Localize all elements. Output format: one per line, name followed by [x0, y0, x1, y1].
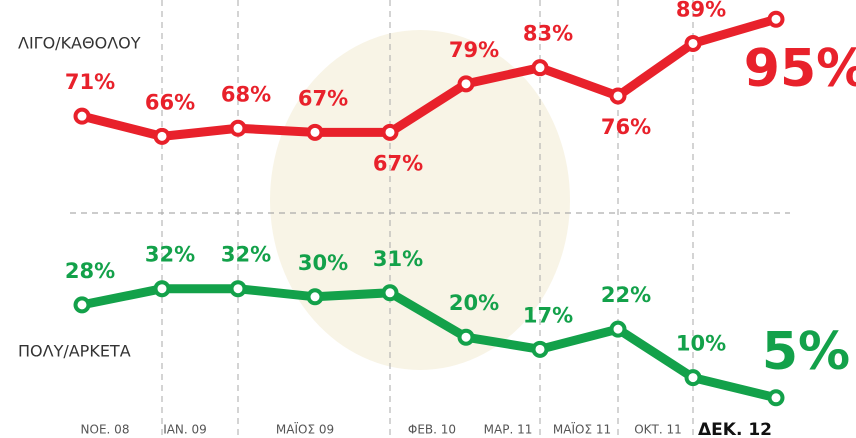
data-point	[156, 282, 169, 295]
data-point	[687, 371, 700, 384]
value-label: 10%	[676, 332, 726, 356]
x-tick-label: ΦΕΒ. 10	[408, 423, 456, 437]
series-name: ΠΟΛΥ/ΑΡΚΕΤΑ	[18, 342, 131, 361]
value-label: 68%	[221, 82, 271, 106]
value-label: 28%	[65, 259, 115, 283]
value-label: 5%	[762, 322, 850, 382]
value-label: 17%	[523, 303, 573, 327]
x-tick-label: ΝΟΕ. 08	[81, 423, 130, 437]
data-point	[232, 282, 245, 295]
data-point	[460, 331, 473, 344]
value-label: 76%	[601, 115, 651, 139]
value-label: 31%	[373, 247, 423, 271]
x-tick-label: ΔΕΚ. 12	[698, 420, 772, 438]
data-point	[612, 323, 625, 336]
value-label: 66%	[145, 90, 195, 114]
value-label: 32%	[145, 243, 195, 267]
value-label: 22%	[601, 283, 651, 307]
data-point	[309, 290, 322, 303]
x-tick-label: ΜΑΡ. 11	[484, 423, 533, 437]
value-label: 83%	[523, 22, 573, 46]
chart: ΝΟΕ. 08 ΙΑΝ. 09 ΜΑΪΟΣ 09 ΦΕΒ. 10 ΜΑΡ. 11 ΜΑΪΟ…	[0, 0, 856, 438]
value-label: 32%	[221, 243, 271, 267]
data-point	[460, 77, 473, 90]
data-point	[232, 122, 245, 135]
data-point	[687, 37, 700, 50]
value-label: 67%	[373, 151, 423, 175]
data-point	[534, 61, 547, 74]
data-point	[156, 130, 169, 143]
value-label: 30%	[298, 251, 348, 275]
value-label: 95%	[744, 39, 856, 99]
data-point	[76, 110, 89, 123]
data-point	[384, 286, 397, 299]
data-point	[534, 343, 547, 356]
value-label: 71%	[65, 70, 115, 94]
data-point	[76, 298, 89, 311]
value-label: 79%	[449, 38, 499, 62]
data-point	[384, 126, 397, 139]
data-point	[770, 391, 783, 404]
data-point	[612, 89, 625, 102]
value-label: 67%	[298, 86, 348, 110]
x-tick-label: ΟΚΤ. 11	[634, 423, 682, 437]
x-tick-label: ΜΑΪΟΣ 09	[276, 422, 334, 437]
data-point	[309, 126, 322, 139]
value-label: 20%	[449, 291, 499, 315]
x-tick-label: ΙΑΝ. 09	[163, 423, 207, 437]
data-point	[770, 13, 783, 26]
x-tick-label: ΜΑΪΟΣ 11	[553, 422, 611, 437]
series-name: ΛΙΓΟ/ΚΑΘΟΛΟΥ	[18, 34, 141, 53]
value-label: 89%	[676, 0, 726, 21]
